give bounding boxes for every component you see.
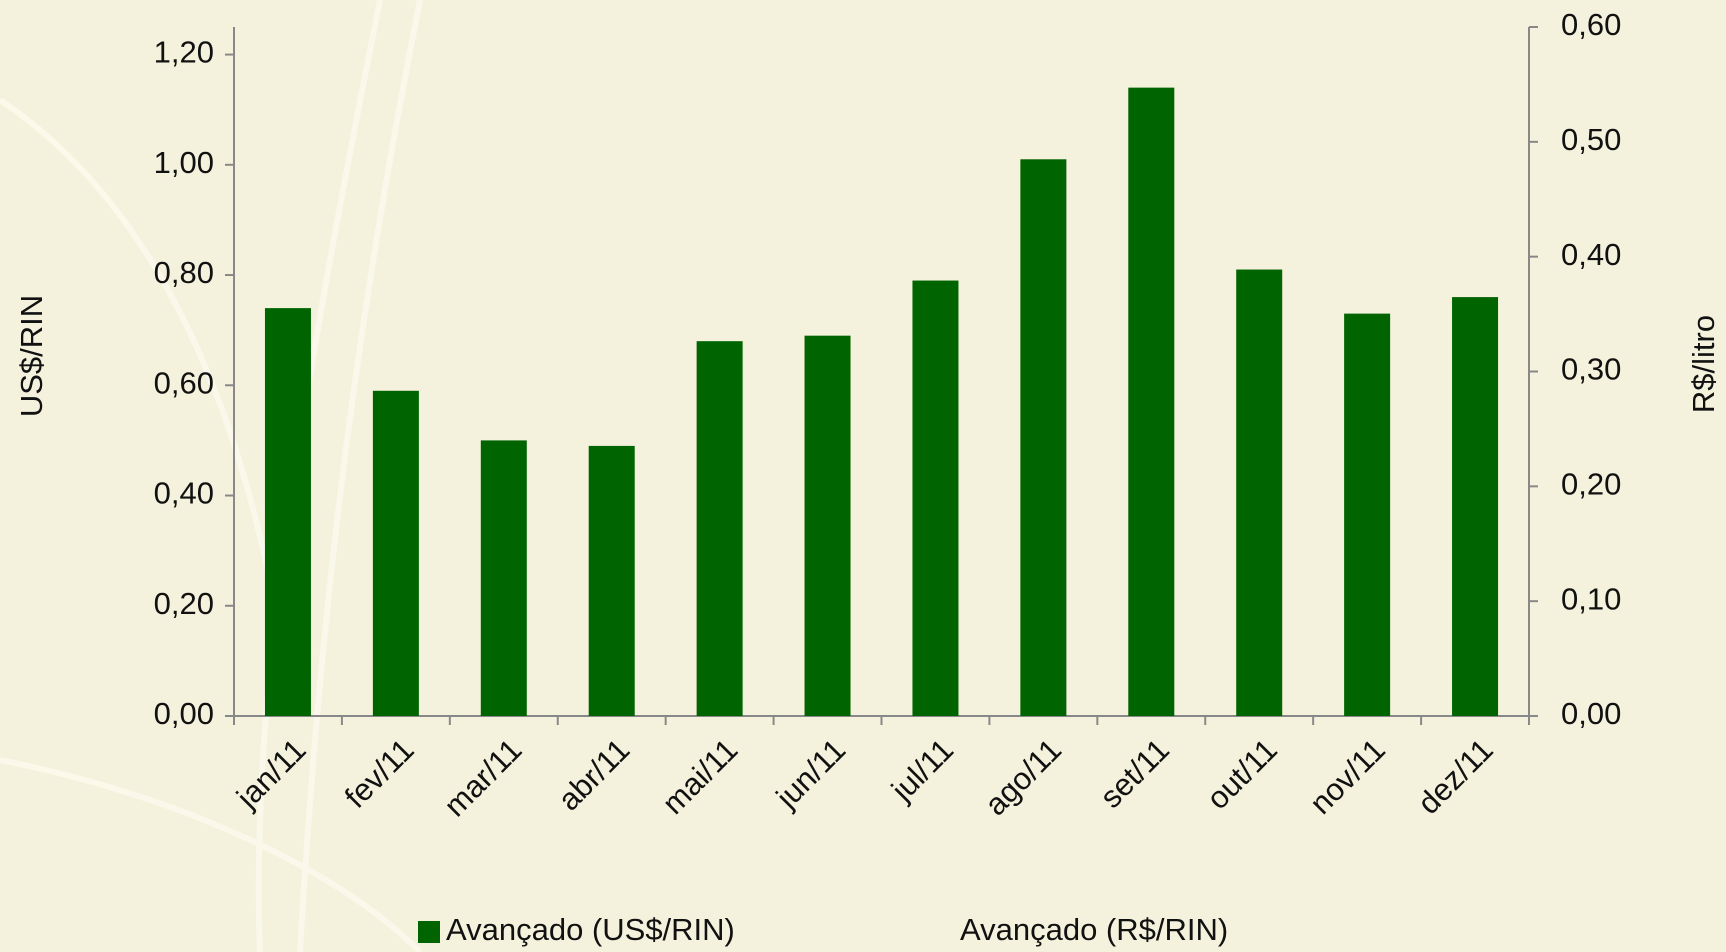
y-axis-label: US$/RIN (14, 295, 49, 417)
x-tick-label: nov/11 (1303, 732, 1392, 821)
x-tick-label: out/11 (1200, 732, 1284, 816)
x-tick-label: abr/11 (551, 732, 636, 817)
bar (588, 445, 635, 716)
legend-label: Avançado (US$/RIN) (446, 912, 735, 947)
y2-tick-label: 0,40 (1561, 237, 1621, 272)
bar (1452, 297, 1499, 716)
x-tick-label: mai/11 (655, 732, 744, 821)
y2-tick-label: 0,00 (1561, 696, 1621, 731)
x-tick-label: jun/11 (769, 732, 853, 816)
y-tick-label: 0,20 (154, 586, 214, 621)
x-tick-label: set/11 (1093, 732, 1176, 815)
x-tick-label: jul/11 (884, 732, 960, 808)
y-tick-label: 1,20 (154, 35, 214, 70)
bar (1344, 313, 1391, 716)
bar (1236, 269, 1283, 716)
y2-tick-label: 0,60 (1561, 7, 1621, 42)
bar (1128, 87, 1175, 716)
x-tick-label: mar/11 (437, 732, 528, 823)
y2-tick-label: 0,50 (1561, 122, 1621, 157)
x-tick-label: ago/11 (978, 732, 1068, 822)
bar (480, 440, 527, 716)
y-tick-label: 0,80 (154, 255, 214, 290)
y-tick-label: 1,00 (154, 145, 214, 180)
y2-tick-label: 0,30 (1561, 352, 1621, 387)
background-decoration (0, 0, 423, 952)
bar (696, 341, 743, 716)
y2-axis-label: R$/litro (1686, 315, 1721, 413)
y-tick-label: 0,60 (154, 365, 214, 400)
x-tick-label: jan/11 (229, 732, 313, 816)
x-tick-label: fev/11 (338, 732, 421, 815)
y-tick-label: 0,40 (154, 476, 214, 511)
bar (264, 308, 311, 716)
legend-label: Avançado (R$/RIN) (960, 912, 1228, 947)
bar (912, 280, 959, 716)
y2-tick-label: 0,20 (1561, 467, 1621, 502)
bar (804, 335, 851, 716)
x-tick-label: dez/11 (1411, 732, 1500, 821)
y-tick-label: 0,00 (154, 696, 214, 731)
bar (372, 390, 419, 716)
bar (1020, 159, 1067, 717)
legend-swatch (418, 921, 440, 943)
y2-tick-label: 0,10 (1561, 581, 1621, 616)
